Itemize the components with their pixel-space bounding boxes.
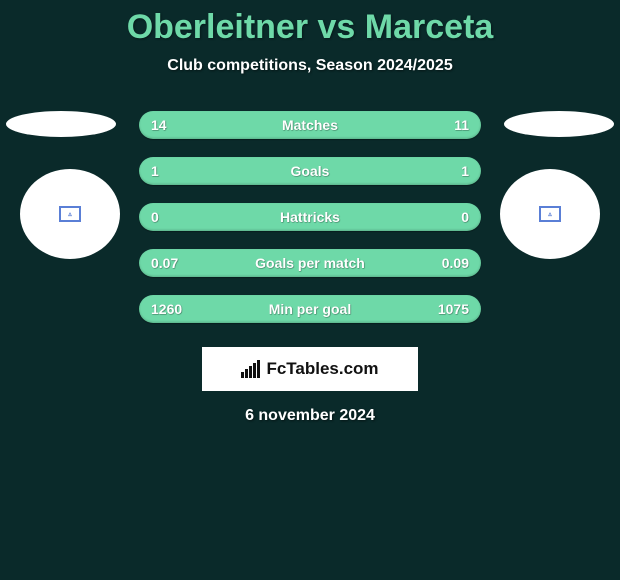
- stat-row-matches: 14 Matches 11: [139, 111, 481, 139]
- stat-label: Goals per match: [255, 255, 365, 271]
- content: ▵ ▵ 14 Matches 11 1 Goals 1 0 Hattricks …: [0, 111, 620, 425]
- left-ellipse: [6, 111, 116, 137]
- stat-label: Hattricks: [280, 209, 340, 225]
- right-player-circle: ▵: [500, 169, 600, 259]
- stat-row-hattricks: 0 Hattricks 0: [139, 203, 481, 231]
- stat-row-goals: 1 Goals 1: [139, 157, 481, 185]
- footer-date: 6 november 2024: [0, 407, 620, 425]
- stat-right-value: 1075: [438, 301, 469, 317]
- stat-right-value: 1: [461, 163, 469, 179]
- brand-bars-icon: [241, 360, 260, 378]
- stat-left-value: 0.07: [151, 255, 178, 271]
- page-subtitle: Club competitions, Season 2024/2025: [0, 57, 620, 75]
- stat-right-value: 0: [461, 209, 469, 225]
- card-icon: ▵: [539, 206, 561, 222]
- stat-label: Goals: [291, 163, 330, 179]
- stat-right-value: 0.09: [442, 255, 469, 271]
- brand-text: FcTables.com: [266, 359, 378, 379]
- stats-bars: 14 Matches 11 1 Goals 1 0 Hattricks 0 0.…: [139, 111, 481, 323]
- brand-box: FcTables.com: [202, 347, 418, 391]
- card-icon: ▵: [59, 206, 81, 222]
- stat-left-value: 0: [151, 209, 159, 225]
- header: Oberleitner vs Marceta Club competitions…: [0, 0, 620, 75]
- left-player-circle: ▵: [20, 169, 120, 259]
- right-ellipse: [504, 111, 614, 137]
- stat-right-value: 11: [454, 117, 469, 133]
- stat-row-min-per-goal: 1260 Min per goal 1075: [139, 295, 481, 323]
- stat-left-value: 14: [151, 117, 167, 133]
- page-title: Oberleitner vs Marceta: [0, 8, 620, 47]
- stat-label: Min per goal: [269, 301, 351, 317]
- stat-left-value: 1: [151, 163, 159, 179]
- stat-row-goals-per-match: 0.07 Goals per match 0.09: [139, 249, 481, 277]
- stat-label: Matches: [282, 117, 338, 133]
- stat-left-value: 1260: [151, 301, 182, 317]
